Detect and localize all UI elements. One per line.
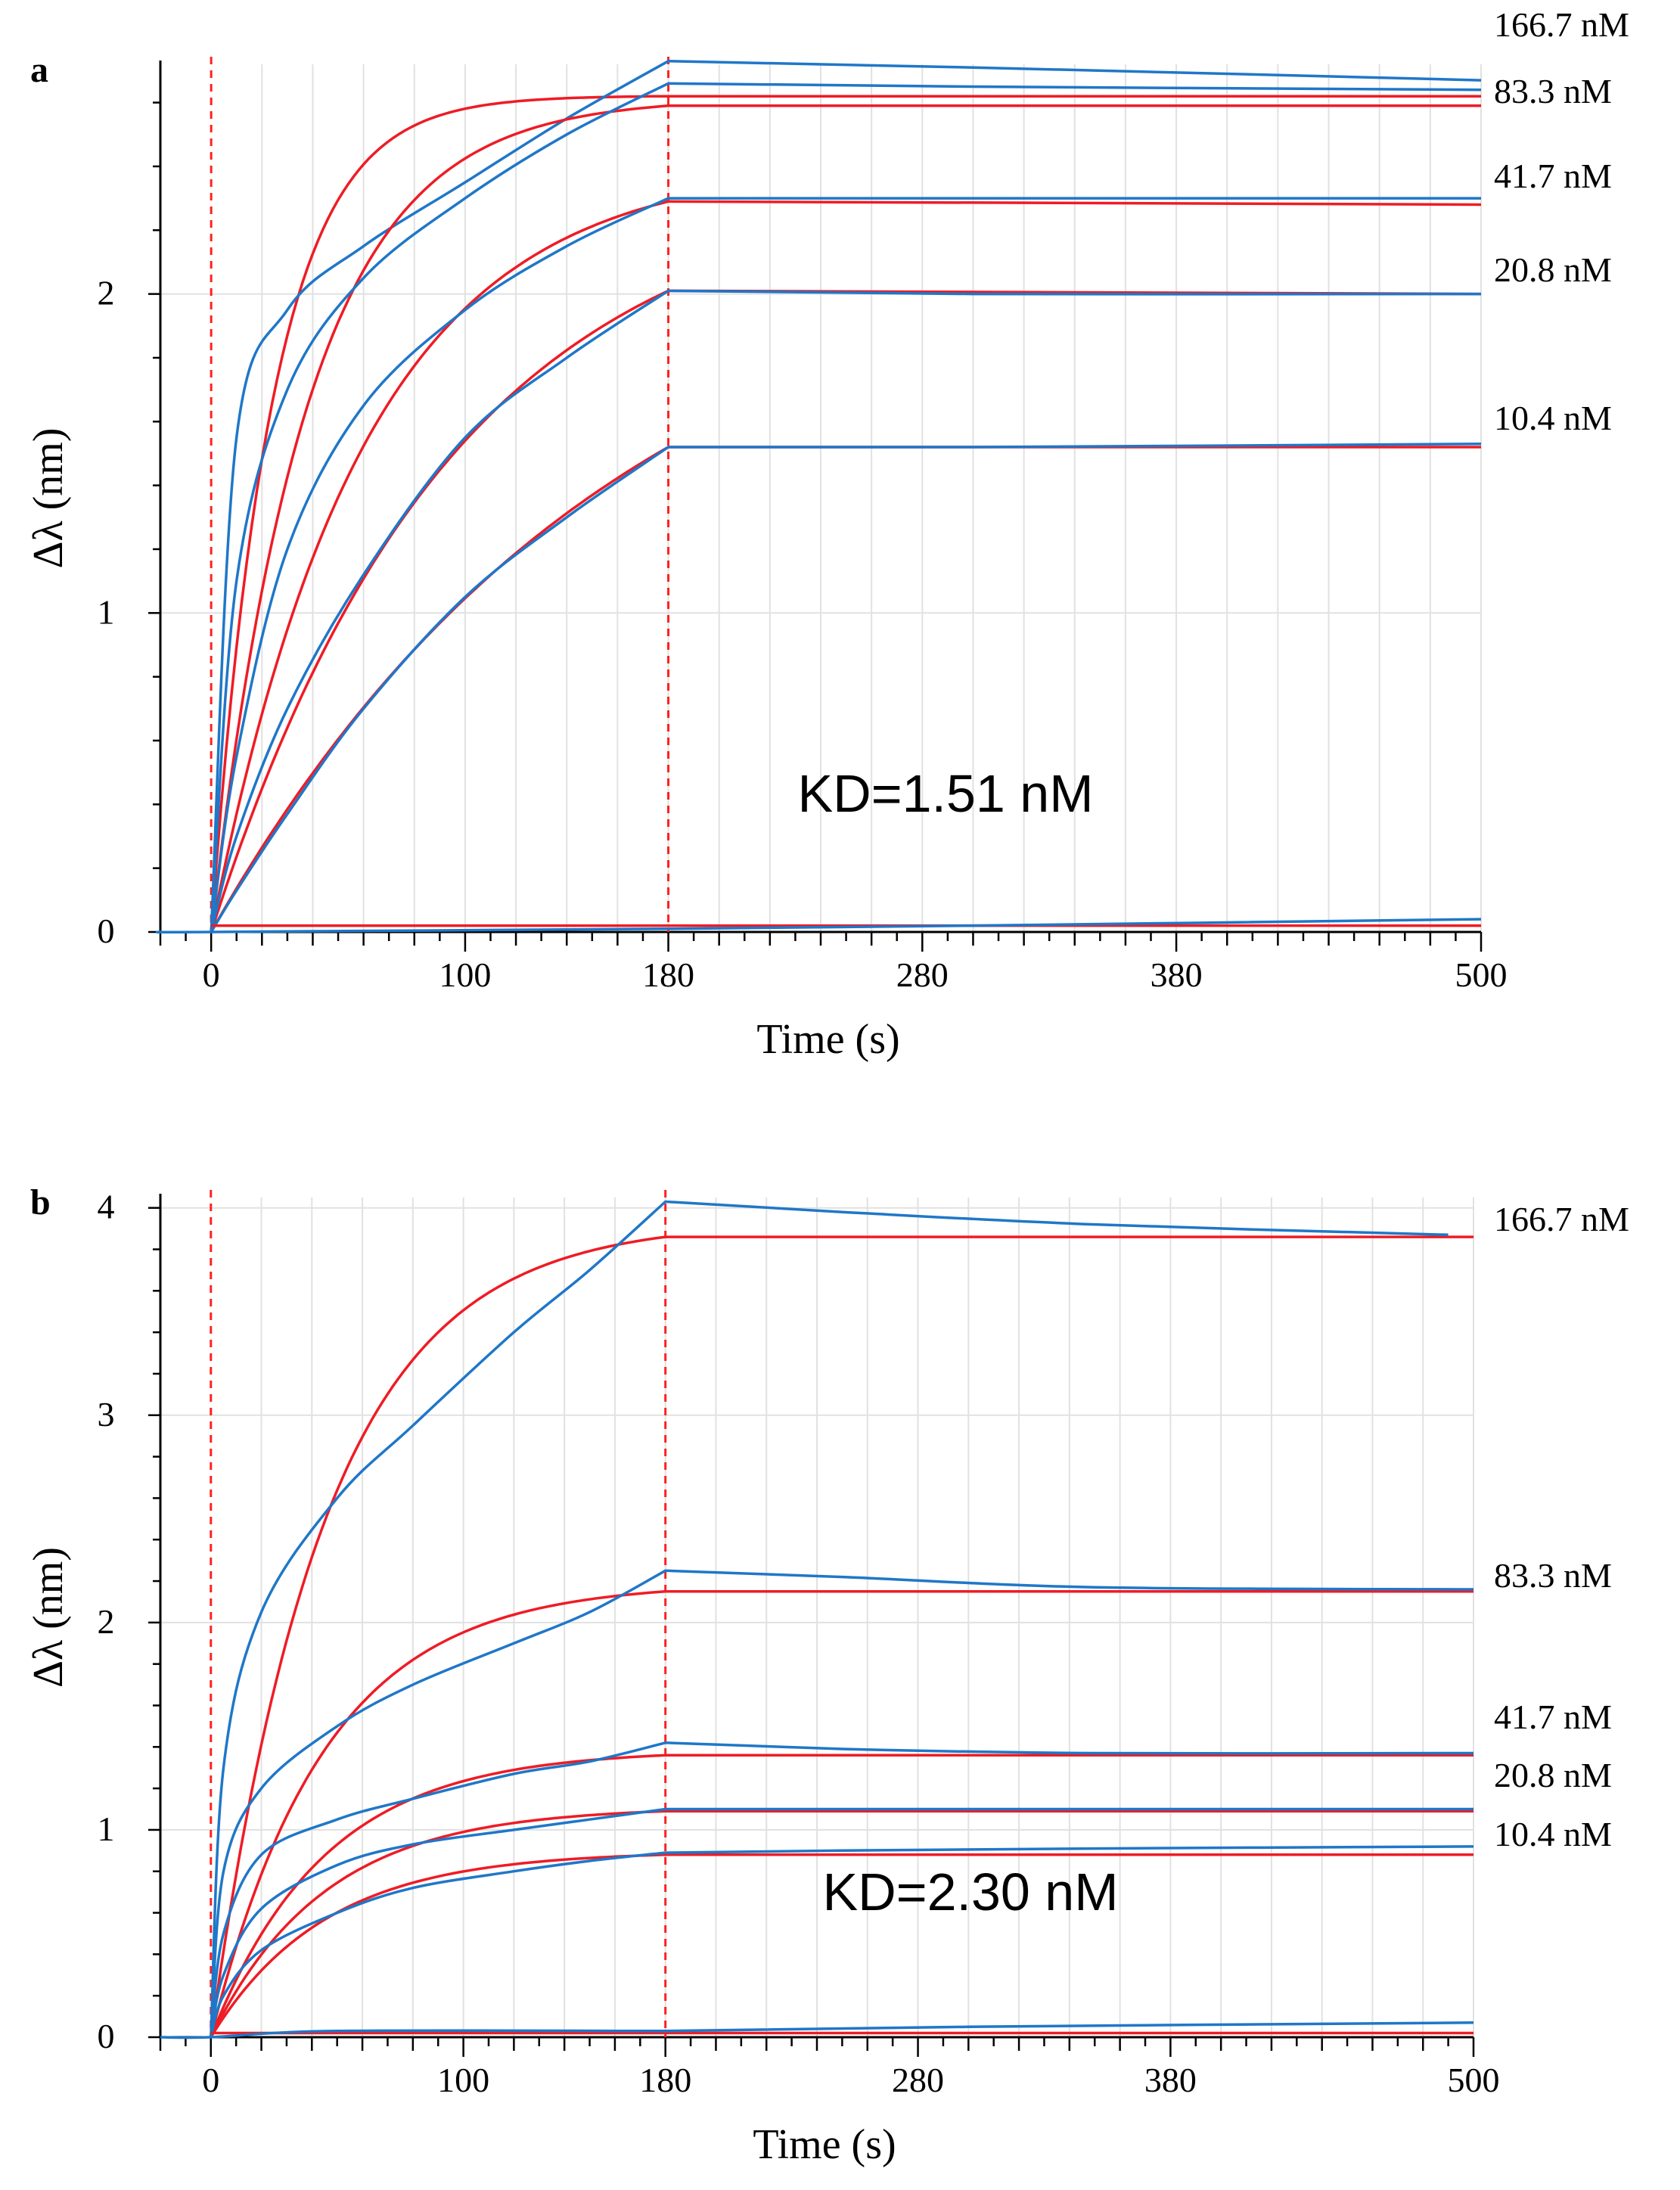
kd-annotation: KD=2.30 nM — [822, 1862, 1118, 1921]
x-tick-label: 180 — [639, 2061, 691, 2099]
chart-panel-b: 0 100 180 280 380 500 0 1 2 3 4 Time (s) Δλ (nm) 166.… — [25, 1188, 1629, 2168]
data-curve-20-8-nM — [210, 289, 1482, 933]
y-tick-label: 2 — [98, 1602, 115, 1641]
concentration-label: 20.8 nM — [1494, 250, 1612, 289]
y-tick-label: 3 — [98, 1395, 115, 1434]
x-tick-label: 180 — [642, 955, 694, 994]
data-curve-baseline — [156, 918, 1482, 934]
concentration-label: 20.8 nM — [1494, 1756, 1612, 1794]
data-curve-10-4-nM — [210, 443, 1482, 933]
concentration-label: 10.4 nM — [1494, 399, 1612, 437]
data-curve-20-8-nM — [210, 1807, 1473, 2038]
concentration-label: 41.7 nM — [1494, 1698, 1612, 1736]
x-tick-label: 280 — [892, 2061, 944, 2099]
fit-curve-166-7-nM — [210, 1235, 1473, 2038]
fit-curve-10-4-nM — [210, 1853, 1473, 2038]
data-curve-166-7-nM — [210, 60, 1482, 933]
concentration-label: 83.3 nM — [1494, 1556, 1612, 1595]
data-curve-83-3-nM — [210, 82, 1482, 933]
y-tick-label: 2 — [98, 274, 115, 312]
y-tick-label: 0 — [98, 912, 115, 950]
y-axis-title: Δλ (nm) — [25, 427, 72, 568]
concentration-label: 166.7 nM — [1494, 1200, 1629, 1238]
data-curve-41-7-nM — [210, 197, 1481, 933]
fit-curve-83-3-nM — [210, 104, 1481, 933]
x-tick-label: 500 — [1448, 2061, 1500, 2099]
x-axis-title: Time (s) — [753, 2121, 896, 2168]
fit-curve-41-7-nM — [210, 200, 1482, 933]
fit-curve-83-3-nM — [210, 1589, 1473, 2038]
panel-label-b: b — [30, 1182, 51, 1222]
y-tick-label: 4 — [98, 1188, 115, 1226]
x-tick-label: 380 — [1151, 955, 1203, 994]
concentration-label: 10.4 nM — [1494, 1815, 1612, 1853]
chart-panel-a: 0 100 180 280 380 500 0 1 2 Time (s) Δλ (nm) 166.7 … — [25, 5, 1629, 1063]
x-tick-label: 500 — [1455, 955, 1508, 994]
data-curve-166-7-nM — [210, 1200, 1449, 2038]
concentration-label: 166.7 nM — [1494, 5, 1629, 44]
panel-label-a: a — [30, 50, 48, 90]
concentration-label: 83.3 nM — [1494, 72, 1612, 110]
y-tick-label: 1 — [98, 1809, 115, 1848]
y-tick-label: 0 — [98, 2017, 115, 2055]
concentration-label: 41.7 nM — [1494, 157, 1612, 195]
x-tick-label: 0 — [202, 2061, 219, 2099]
fit-curve-20-8-nM — [210, 1809, 1473, 2038]
fit-curve-20-8-nM — [210, 289, 1482, 933]
data-curve-10-4-nM — [210, 1845, 1474, 2038]
kd-annotation: KD=1.51 nM — [797, 764, 1093, 823]
data-curve-baseline — [160, 2021, 1474, 2039]
x-tick-label: 100 — [439, 955, 491, 994]
y-axis-title: Δλ (nm) — [25, 1547, 72, 1688]
x-tick-label: 100 — [437, 2061, 489, 2099]
x-axis-title: Time (s) — [756, 1016, 899, 1063]
y-tick-label: 1 — [98, 592, 115, 631]
x-tick-label: 380 — [1144, 2061, 1197, 2099]
x-tick-label: 280 — [896, 955, 949, 994]
x-tick-label: 0 — [203, 955, 220, 994]
fit-curve-166-7-nM — [210, 95, 1481, 933]
data-curve-83-3-nM — [210, 1569, 1474, 2038]
data-curve-41-7-nM — [210, 1741, 1474, 2038]
